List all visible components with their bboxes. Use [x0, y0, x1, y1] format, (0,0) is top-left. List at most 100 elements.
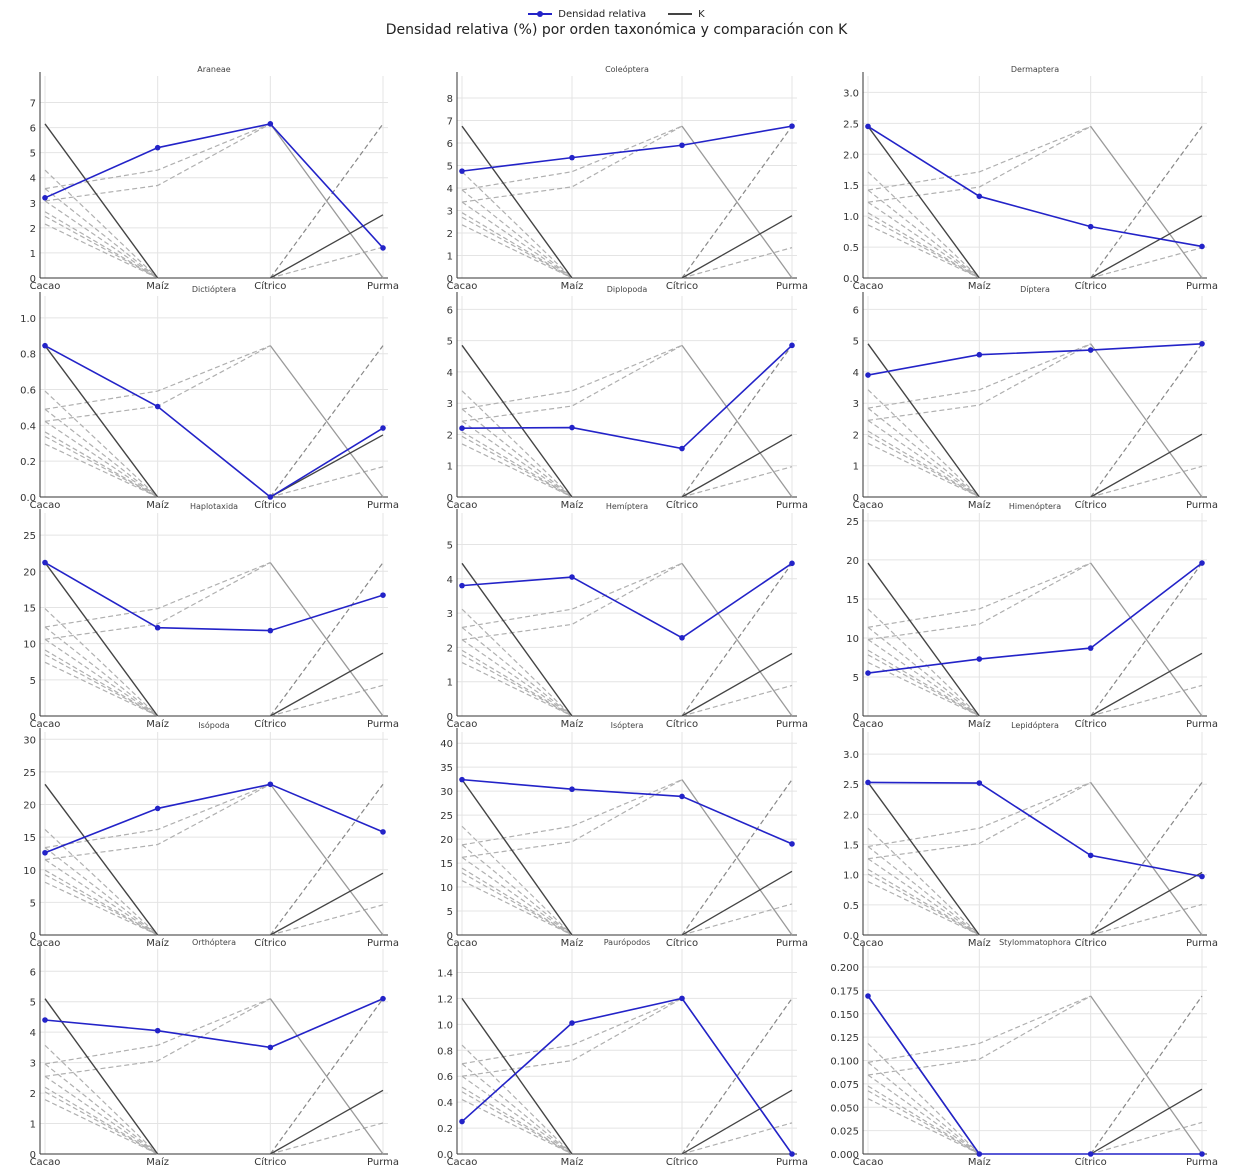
- data-point: [267, 121, 274, 127]
- reference-dashed-line: [867, 1090, 980, 1155]
- reference-dashed-line: [44, 123, 271, 190]
- k-line: [44, 783, 159, 936]
- reference-dashed-line: [44, 123, 271, 202]
- reference-dashed-line: [867, 442, 980, 498]
- data-point: [380, 592, 386, 598]
- reference-dashed-line: [461, 844, 573, 936]
- reference-dashed-line: [44, 562, 271, 628]
- x-tick-label: Purma: [1186, 1157, 1218, 1167]
- x-tick-label: Purma: [367, 281, 399, 292]
- y-tick-label: 6: [30, 124, 36, 135]
- reference-dashed-line: [461, 997, 683, 1077]
- reference-dashed-line: [44, 1044, 159, 1155]
- subplot-isoptera: Isóptera 0 5 10 15 20 25 30 35 40 Cacao Maíz Cítrico…: [440, 720, 808, 949]
- x-tick-label: Maíz: [561, 937, 584, 949]
- data-point: [42, 194, 48, 201]
- data-point: [569, 574, 575, 580]
- data-point: [976, 193, 983, 200]
- subplot-title: Himenóptera: [1009, 501, 1061, 511]
- legend: Densidad relativa K: [0, 6, 1233, 22]
- reference-dashed-line: [461, 1063, 573, 1155]
- reference-dashed-line: [681, 903, 793, 936]
- reference-dashed-line: [44, 431, 158, 498]
- data-point: [1087, 645, 1094, 651]
- x-tick-label: Cítrico: [254, 1156, 286, 1167]
- legend-k-swatch: [668, 9, 693, 19]
- data-point: [1087, 1151, 1094, 1157]
- reference-dashed-line: [1090, 903, 1203, 936]
- data-point: [569, 1020, 575, 1026]
- series-line-densidad-relativa: [461, 125, 793, 172]
- reference-solid-line: [1090, 126, 1203, 279]
- k-line: [1090, 215, 1203, 279]
- reference-dashed-line: [461, 779, 683, 858]
- reference-dashed-line: [867, 1061, 980, 1155]
- subplot-title: Dictióptera: [192, 284, 236, 294]
- subplot-title: Paurópodos: [604, 937, 651, 947]
- subplot-haplotaxida: Haplotaxida 0 5 10 15 20 25 Cacao Maíz Cítrico Pur…: [23, 502, 399, 730]
- data-point: [267, 494, 274, 500]
- y-tick-label: 15: [846, 595, 859, 606]
- k-line: [681, 870, 793, 936]
- y-tick-label: 2: [30, 1089, 36, 1100]
- y-tick-label: 0.025: [830, 1127, 859, 1138]
- data-point: [865, 123, 871, 130]
- data-point: [42, 1017, 48, 1023]
- reference-dashed-line: [681, 684, 793, 717]
- k-line: [270, 214, 384, 279]
- y-tick-label: 30: [23, 735, 36, 746]
- reference-dashed-line: [44, 390, 159, 498]
- reference-dashed-line: [1090, 343, 1203, 498]
- data-point: [679, 793, 685, 800]
- y-tick-label: 5: [447, 540, 453, 551]
- y-tick-label: 4: [30, 174, 36, 185]
- y-tick-label: 3: [30, 1059, 36, 1070]
- reference-dashed-line: [270, 1122, 384, 1155]
- x-tick-label: Maíz: [561, 499, 584, 511]
- data-point: [789, 342, 795, 349]
- figure-title: Densidad relativa (%) por orden taxonómi…: [385, 22, 848, 38]
- data-point: [976, 1151, 983, 1157]
- reference-dashed-line: [461, 856, 573, 936]
- k-line: [44, 345, 159, 498]
- y-tick-label: 0.075: [830, 1080, 859, 1091]
- reference-dashed-line: [44, 562, 271, 640]
- data-point: [267, 627, 274, 634]
- k-line: [461, 562, 573, 717]
- y-tick-label: 0: [30, 712, 36, 723]
- x-tick-label: Cítrico: [1075, 499, 1107, 511]
- reference-dashed-line: [867, 868, 980, 936]
- y-tick-label: 2.0: [843, 810, 859, 821]
- reference-dashed-line: [867, 189, 980, 279]
- x-tick-label: Cítrico: [1075, 937, 1107, 949]
- reference-dashed-line: [269, 345, 384, 498]
- x-tick-label: Cítrico: [1075, 280, 1107, 292]
- y-tick-label: 3: [447, 399, 453, 410]
- y-tick-label: 0.050: [830, 1103, 859, 1114]
- reference-dashed-line: [1090, 1121, 1203, 1155]
- x-tick-label: Maíz: [146, 937, 169, 949]
- data-point: [976, 656, 983, 662]
- x-tick-label: Purma: [1186, 719, 1218, 730]
- y-tick-label: 15: [440, 859, 453, 870]
- y-tick-label: 4: [30, 1028, 36, 1039]
- y-tick-label: 0.4: [437, 1098, 453, 1109]
- legend-series-label: Densidad relativa: [558, 8, 647, 20]
- reference-dashed-line: [461, 171, 573, 279]
- reference-dashed-line: [44, 608, 159, 717]
- reference-dashed-line: [867, 1074, 980, 1155]
- k-line: [1090, 433, 1203, 498]
- y-tick-label: 25: [846, 517, 859, 528]
- reference-dashed-line: [1090, 684, 1203, 717]
- series-line-densidad-relativa: [867, 562, 1203, 674]
- y-tick-label: 0: [853, 493, 859, 504]
- reference-dashed-line: [681, 562, 793, 717]
- reference-solid-line: [681, 998, 793, 1155]
- y-tick-label: 6: [447, 305, 453, 316]
- reference-dashed-line: [461, 1044, 573, 1155]
- subplot-title: Lepidóptera: [1011, 720, 1059, 730]
- y-tick-label: 0.0: [437, 1150, 453, 1161]
- x-tick-label: Purma: [1186, 938, 1218, 949]
- x-tick-label: Purma: [776, 281, 808, 292]
- subplot-title: Stylommatophora: [999, 938, 1071, 947]
